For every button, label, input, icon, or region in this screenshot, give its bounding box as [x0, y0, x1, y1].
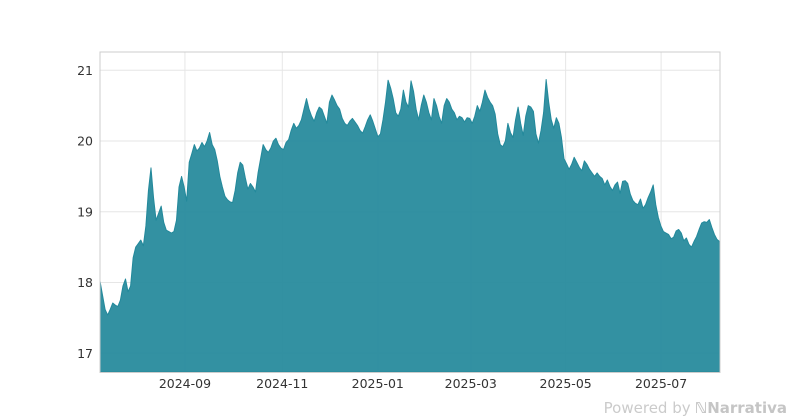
x-axis-tick-label: 2025-03 [445, 376, 497, 391]
powered-by-label: Powered by [603, 398, 691, 417]
narrativa-logo-icon: ℕ [694, 398, 708, 417]
y-axis-tick-label: 19 [77, 204, 93, 219]
narrativa-link[interactable]: Narrativa [707, 398, 787, 417]
attribution: Powered by ℕNarrativa [603, 398, 787, 417]
x-axis-tick-label: 2024-11 [256, 376, 308, 391]
plot-border [99, 51, 721, 373]
y-axis-tick-label: 17 [77, 346, 93, 361]
x-axis-tick-label: 2025-07 [635, 376, 687, 391]
y-axis-tick-label: 21 [77, 63, 93, 78]
x-axis-tick-label: 2025-01 [352, 376, 404, 391]
area-series[interactable] [99, 79, 720, 373]
x-axis-tick-label: 2024-09 [159, 376, 211, 391]
y-axis-tick-label: 20 [77, 134, 93, 149]
x-axis-tick-label: 2025-05 [540, 376, 592, 391]
y-axis-tick-label: 18 [77, 275, 93, 290]
